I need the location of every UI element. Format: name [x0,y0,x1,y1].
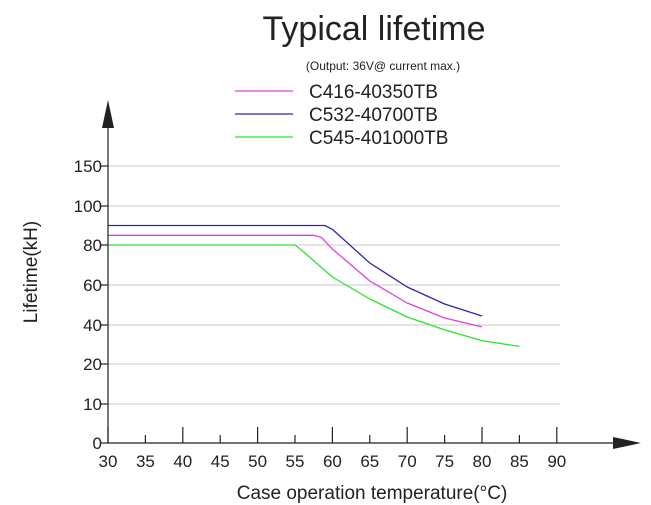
y-ticks: 0 10 20 40 60 80 100 150 [74,157,108,453]
legend-label: C532-40700TB [309,105,438,126]
y-tick-label: 60 [83,276,102,295]
x-tick-label: 80 [473,452,492,471]
legend-label: C416-40350TB [309,82,438,103]
legend-label: C545-401000TB [309,128,448,149]
series-line-C532-40700TB [108,224,483,317]
y-tick-label: 80 [83,236,102,255]
chart-title: Typical lifetime [263,10,486,48]
y-axis-label: Lifetime(kH) [21,221,42,323]
y-tick-label: 10 [83,395,102,414]
x-tick-label: 40 [173,452,192,471]
x-tick-label: 30 [99,452,118,471]
x-tick-label: 50 [248,452,267,471]
axes [102,100,641,449]
y-tick-label: 40 [83,316,102,335]
y-tick-label: 150 [74,157,102,176]
x-tick-label: 60 [323,452,342,471]
x-tick-label: 75 [435,452,454,471]
chart-subtitle: (Output: 36V@ current max.) [306,59,460,73]
series-line-C545-401000TB [108,244,520,348]
gridlines [108,165,560,405]
x-tick-label: 65 [360,452,379,471]
y-tick-label: 100 [74,197,102,216]
x-tick-label: 45 [211,452,230,471]
x-ticks: 30 35 40 45 50 55 60 65 70 75 80 85 90 [99,427,566,471]
y-axis-arrow-icon [102,100,114,128]
y-tick-label: 0 [93,434,102,453]
series-line-C416-40350TB [108,234,483,328]
x-tick-label: 55 [286,452,305,471]
x-tick-label: 90 [547,452,566,471]
x-tick-label: 70 [398,452,417,471]
series-lines [108,224,520,348]
y-tick-label: 20 [83,355,102,374]
x-tick-label: 35 [136,452,155,471]
x-axis-arrow-icon [613,437,641,449]
x-axis-label: Case operation temperature(°C) [237,483,508,504]
x-tick-label: 85 [510,452,529,471]
